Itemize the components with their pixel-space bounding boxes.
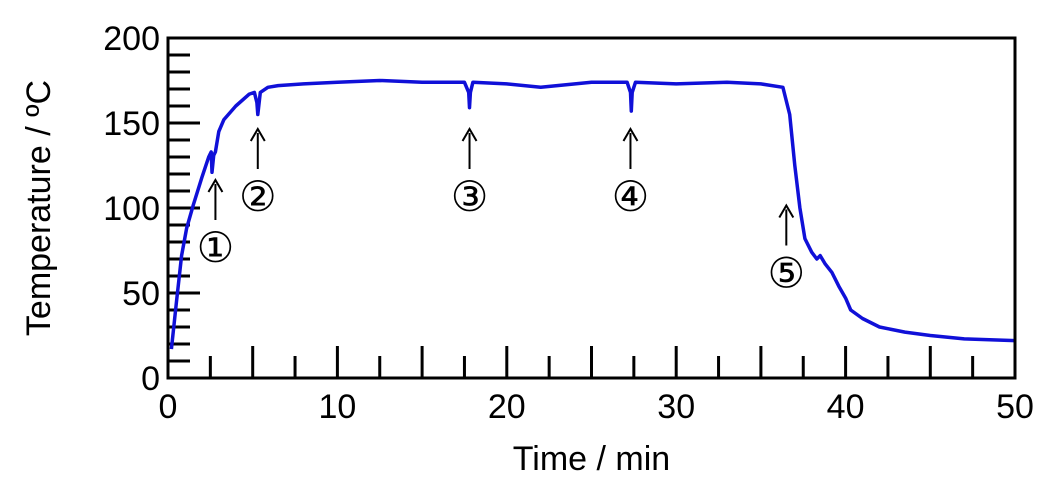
x-tick-label: 30 (657, 388, 695, 426)
y-tick-label: 150 (103, 105, 160, 143)
annotation-marker: ④ (612, 127, 650, 221)
y-axis-title: Temperature / ºC (20, 80, 58, 336)
annotation-arrowhead (778, 203, 795, 219)
plot-frame (166, 36, 1017, 380)
annotation-arrowhead (622, 127, 639, 142)
annotation-arrowhead (207, 178, 224, 193)
annotations: ①② ③ ④ ⑤ (197, 127, 805, 298)
x-tick-label: 0 (159, 388, 178, 426)
annotation-marker: ② (239, 127, 277, 221)
y-tick-labels: 0 50 100 150 200 (103, 20, 160, 398)
y-tick-label: 0 (141, 360, 160, 398)
y-tick-label: 100 (103, 190, 160, 228)
y-tick-label: 50 (122, 275, 160, 313)
annotation-marker: ① (197, 178, 235, 272)
annotation-arrowhead (249, 127, 266, 142)
tick-marks (166, 36, 1017, 380)
x-tick-label: 10 (318, 388, 356, 426)
x-tick-label: 40 (827, 388, 865, 426)
x-tick-labels: 0 10 20 30 40 50 (159, 388, 1034, 426)
annotation-label: ④ (612, 172, 650, 221)
y-tick-label: 200 (103, 20, 160, 58)
annotation-label: ② (239, 172, 277, 221)
x-axis-title: Time / min (513, 440, 670, 478)
annotation-label: ① (197, 223, 235, 272)
annotation-arrowhead (461, 127, 478, 142)
annotation-label: ⑤ (767, 249, 805, 298)
temperature-line (169, 78, 1016, 350)
annotation-label: ③ (451, 172, 489, 221)
annotation-marker: ③ (451, 127, 489, 221)
annotation-marker: ⑤ (767, 203, 805, 298)
x-tick-label: 50 (996, 388, 1034, 426)
x-tick-label: 20 (488, 388, 526, 426)
